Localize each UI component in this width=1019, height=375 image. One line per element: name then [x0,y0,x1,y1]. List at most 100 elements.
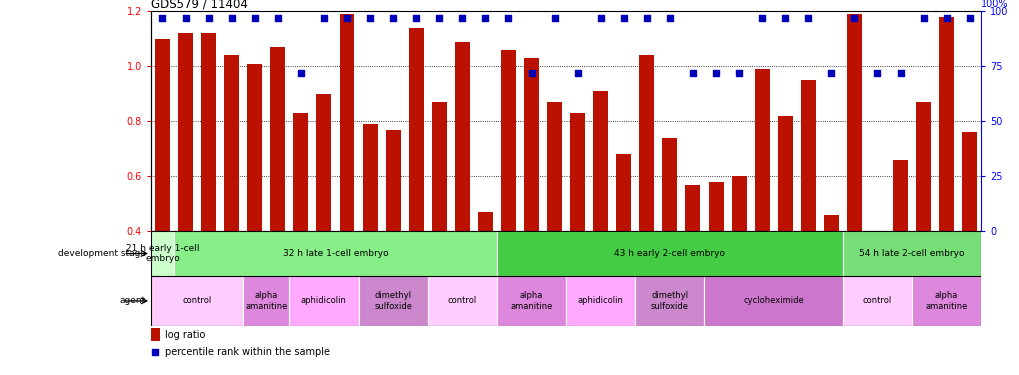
Text: aphidicolin: aphidicolin [301,296,346,305]
Point [384,15,400,21]
Bar [496,276,566,326]
Point [731,70,747,76]
Bar [270,47,285,341]
Point [316,15,332,21]
Bar [385,130,400,341]
Point [937,15,954,21]
Bar [615,154,631,341]
Bar [524,58,538,341]
Bar [201,33,216,341]
Text: aphidicolin: aphidicolin [577,296,623,305]
Bar [570,113,585,341]
Bar [174,231,496,276]
Bar [911,276,980,326]
Point [615,15,632,21]
Bar [869,231,884,341]
Point [961,15,977,21]
Bar [151,231,174,276]
Bar [178,33,193,341]
Text: 32 h late 1-cell embryo: 32 h late 1-cell embryo [282,249,388,258]
Bar [427,276,496,326]
Point [661,15,678,21]
Bar [243,276,289,326]
Text: alpha
amanitine: alpha amanitine [924,291,967,310]
Point [269,15,285,21]
Text: 100%: 100% [980,0,1008,9]
Point [868,70,884,76]
Bar [496,231,842,276]
Bar [754,69,769,341]
Text: 43 h early 2-cell embryo: 43 h early 2-cell embryo [613,249,725,258]
Text: agent: agent [119,296,146,305]
Text: development stage: development stage [58,249,146,258]
Text: alpha
amanitine: alpha amanitine [510,291,552,310]
Text: dimethyl
sulfoxide: dimethyl sulfoxide [650,291,688,310]
Bar [478,212,492,341]
Point [707,70,723,76]
Bar [823,215,838,341]
Bar [915,102,930,341]
Bar [289,276,359,326]
Text: control: control [447,296,477,305]
Bar [704,276,842,326]
Point [477,15,493,21]
Point [201,15,217,21]
Bar [731,176,746,341]
Text: control: control [182,296,212,305]
Text: 21 h early 1-cell
embryо: 21 h early 1-cell embryо [125,244,199,263]
Bar [500,50,516,341]
Text: cycloheximide: cycloheximide [743,296,803,305]
Point [546,15,562,21]
Bar [359,276,427,326]
Text: alpha
amanitine: alpha amanitine [245,291,287,310]
Bar [635,276,704,326]
Point [684,70,700,76]
Text: log ratio: log ratio [165,330,206,340]
Point [408,15,424,21]
Point [147,349,163,355]
Bar [155,39,170,341]
Point [431,15,447,21]
Point [753,15,769,21]
Bar [685,184,700,341]
Bar [546,102,561,341]
Point [362,15,378,21]
Bar [409,28,423,341]
Point [247,15,263,21]
Text: percentile rank within the sample: percentile rank within the sample [165,346,330,357]
Bar [661,138,677,341]
Bar [431,102,446,341]
Point [523,70,539,76]
Bar [639,55,653,341]
Point [223,15,239,21]
Bar [362,124,377,341]
Point [338,15,355,21]
Bar [293,113,308,341]
Point [822,70,839,76]
Point [569,70,585,76]
Bar [247,63,262,341]
Text: GDS579 / 11404: GDS579 / 11404 [151,0,248,10]
Bar [842,231,980,276]
Bar [846,14,861,341]
Point [453,15,470,21]
Bar [151,276,243,326]
Bar [776,116,792,341]
Point [776,15,793,21]
Point [154,15,170,21]
Text: control: control [862,296,892,305]
Point [914,15,930,21]
Bar [893,160,907,341]
Point [592,15,608,21]
Point [177,15,194,21]
Bar [339,14,355,341]
Point [892,70,908,76]
Bar [842,276,911,326]
Bar [800,80,815,341]
Bar [566,276,635,326]
Point [846,15,862,21]
Bar [961,132,976,341]
Point [799,15,815,21]
Bar [151,328,160,341]
Text: dimethyl
sulfoxide: dimethyl sulfoxide [374,291,412,310]
